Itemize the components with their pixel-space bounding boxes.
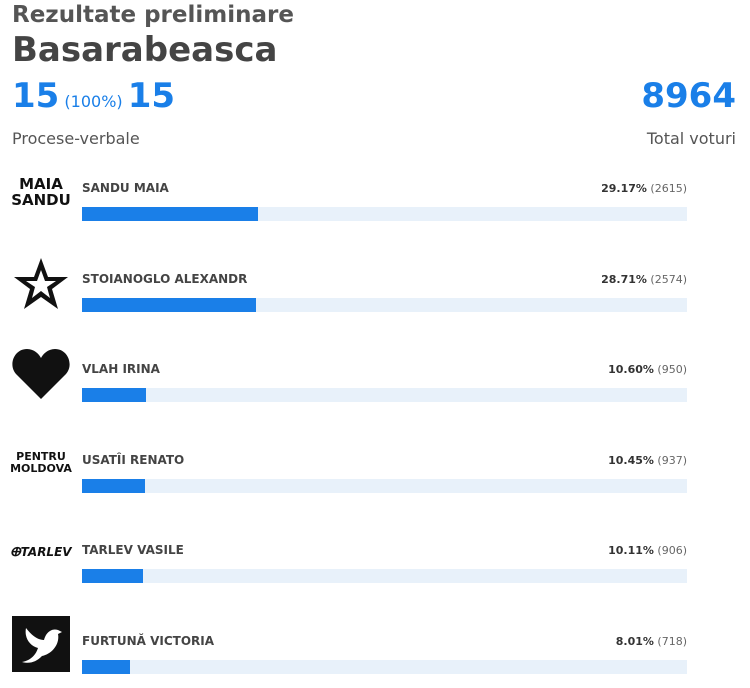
bar-track (82, 569, 687, 583)
counted-pct: (100%) (64, 92, 123, 111)
votes-label: (718) (657, 634, 687, 648)
candidate-name: TARLEV VASILE (82, 543, 184, 557)
logo-sandu: MAIA SANDU (10, 175, 72, 209)
logo-star (14, 258, 68, 309)
candidate-result: 8.01% (718) (616, 635, 687, 648)
counted: 15 (12, 76, 60, 116)
bar (82, 297, 256, 312)
percent-label: 28.71% (601, 272, 647, 286)
percent-label: 10.60% (608, 363, 654, 376)
percent-label: 10.11% (608, 544, 654, 557)
logo-line: MAIA (19, 175, 63, 193)
candidate-name: FURTUNĂ VICTORIA (82, 633, 215, 648)
bar (82, 478, 146, 493)
candidate-result: 10.60% (950) (608, 363, 687, 376)
votes-label: (906) (657, 544, 687, 557)
candidate-result: 10.45% (937) (608, 454, 687, 467)
total-votes: 8964 (641, 76, 736, 116)
votes-label: (2574) (650, 272, 687, 286)
logo-pentru-moldova: PENTRU MOLDOVA (8, 451, 74, 474)
logo-line: MOLDOVA (10, 461, 72, 475)
votes-label: (2615) (650, 182, 687, 195)
bar (82, 659, 131, 674)
candidate-name: SANDU MAIA (82, 181, 169, 195)
bar-track (82, 478, 687, 493)
logo-line: SANDU (11, 190, 71, 209)
logo-heart (12, 349, 70, 399)
percent-label: 29.17% (601, 182, 647, 195)
votes-caption: Total voturi (646, 129, 736, 148)
candidate-result: 29.17% (2615) (601, 182, 687, 195)
votes-label: (950) (657, 363, 687, 376)
bar (82, 569, 144, 583)
candidate-result: 28.71% (2574) (601, 273, 687, 286)
logo-line: PENTRU (16, 450, 66, 463)
candidate-name: VLAH IRINA (82, 362, 160, 376)
logo-tarlev: ⴲTARLEV (10, 545, 72, 559)
candidate-result: 10.11% (906) (608, 544, 687, 557)
percent-label: 10.45% (608, 453, 654, 467)
pv-caption: Procese-verbale (12, 129, 140, 148)
candidate-name: STOIANOGLO ALEXANDR (82, 271, 248, 286)
total-pv: 15 (127, 76, 176, 116)
votes-label: (937) (657, 453, 687, 467)
kicker: Rezultate preliminare (12, 2, 294, 28)
bar (82, 388, 147, 402)
title: Basarabeasca (12, 30, 278, 70)
candidate-name: USATÎI RENATO (82, 452, 185, 467)
logo-dove (12, 616, 70, 672)
bar-track (82, 388, 687, 402)
percent-label: 8.01% (615, 634, 654, 648)
counted-row: 15 (100%) 15 (12, 76, 175, 116)
bar (82, 207, 259, 221)
bar-track (82, 659, 687, 674)
